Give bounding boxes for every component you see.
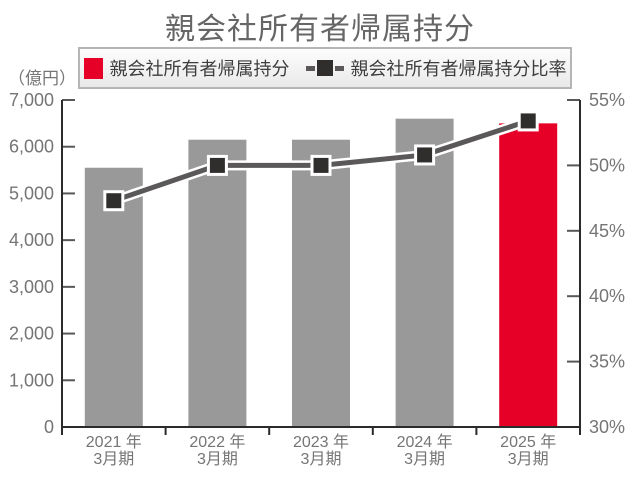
right-axis-tick-label: 45% xyxy=(589,221,625,241)
chart-title: 親会社所有者帰属持分 xyxy=(165,13,475,46)
left-axis-tick-label: 2,000 xyxy=(9,324,54,344)
left-axis-tick-label: 7,000 xyxy=(9,90,54,110)
left-axis-tick-label: 1,000 xyxy=(9,370,54,390)
legend-bar-label: 親会社所有者帰属持分 xyxy=(109,59,290,79)
left-axis-tick-label: 6,000 xyxy=(9,137,54,157)
bar-2025 xyxy=(499,123,558,427)
right-axis-tick-label: 40% xyxy=(589,286,625,306)
right-axis-tick-label: 30% xyxy=(589,417,625,437)
left-axis-tick-label: 3,000 xyxy=(9,277,54,297)
x-axis-category-label: 2024 年 3月期 xyxy=(397,433,453,468)
left-axis-tick-label: 4,000 xyxy=(9,230,54,250)
left-axis-unit-label: （億円） xyxy=(8,69,76,88)
x-axis-category-label: 2021 年 3月期 xyxy=(86,433,142,468)
x-axis-category-label: 2025 年 3月期 xyxy=(500,433,556,468)
ratio-marker-2022 xyxy=(206,154,228,176)
x-axis-category-label: 2022 年 3月期 xyxy=(189,433,245,468)
right-axis-tick-label: 55% xyxy=(589,90,625,110)
left-axis-tick-label: 0 xyxy=(44,417,54,437)
right-axis-tick-label: 35% xyxy=(589,352,625,372)
line-dash-icon xyxy=(305,65,315,71)
legend-line-label: 親会社所有者帰属持分比率 xyxy=(350,59,567,79)
ratio-marker-2024 xyxy=(414,144,436,166)
x-axis-category-label: 2023 年 3月期 xyxy=(293,433,349,468)
legend: 親会社所有者帰属持分 親会社所有者帰属持分比率 xyxy=(78,47,572,89)
bar-2022 xyxy=(188,139,247,427)
line-dash-icon xyxy=(334,65,344,71)
line-series-swatch-icon xyxy=(305,60,344,76)
ratio-marker-2025 xyxy=(517,110,539,132)
bar-2023 xyxy=(292,139,350,427)
bar-2024 xyxy=(395,118,454,427)
legend-item-bar-series: 親会社所有者帰属持分 xyxy=(83,55,290,81)
ratio-marker-2023 xyxy=(310,154,332,176)
line-marker-icon xyxy=(316,60,333,76)
right-axis-tick-label: 50% xyxy=(589,155,625,175)
bar-series-swatch xyxy=(83,57,103,79)
left-axis-tick-label: 5,000 xyxy=(9,183,54,203)
ratio-marker-2021 xyxy=(103,190,125,212)
legend-item-line-series: 親会社所有者帰属持分比率 xyxy=(305,55,567,81)
